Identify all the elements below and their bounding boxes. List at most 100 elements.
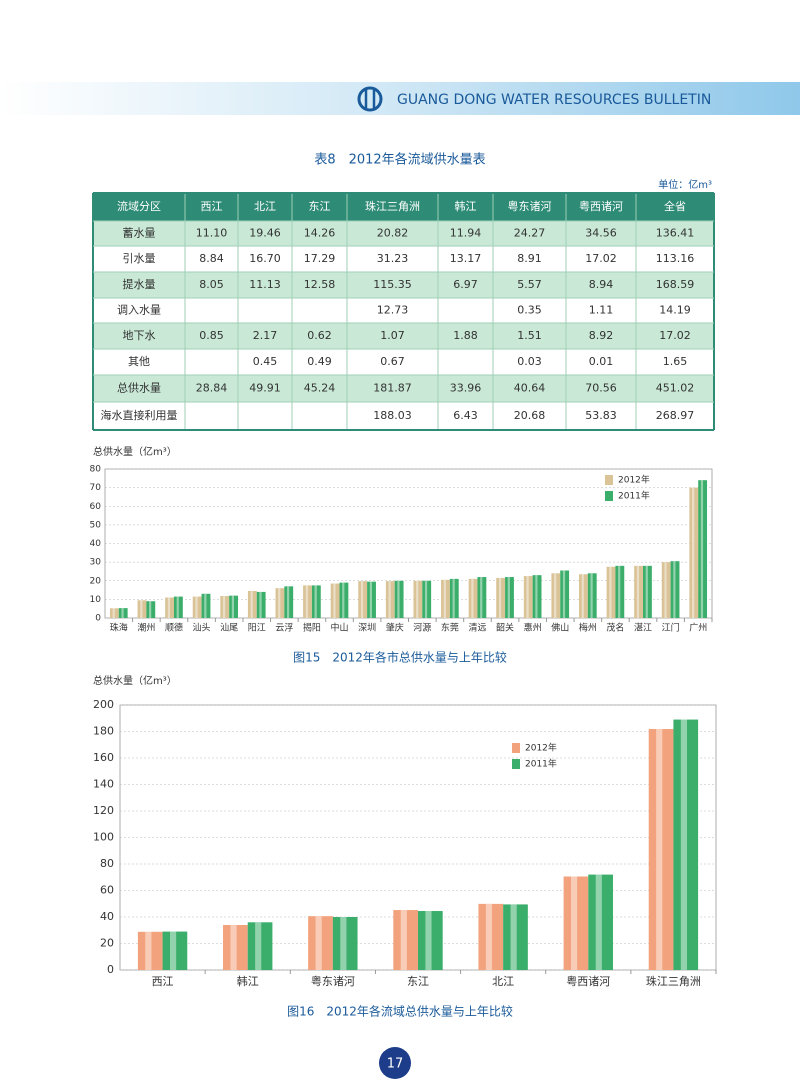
bar-highlight	[636, 565, 640, 618]
table-cell: 0.85	[199, 329, 224, 342]
bar-highlight	[314, 585, 317, 618]
table-header-cell: 粤西诸河	[579, 199, 623, 213]
table-cell: 40.64	[514, 382, 546, 395]
bar	[579, 574, 588, 618]
bar-highlight	[145, 931, 152, 970]
table-cell: 0.45	[253, 355, 278, 368]
bar-highlight	[112, 608, 115, 618]
table-header-cell: 西江	[201, 200, 223, 213]
bar-highlight	[480, 577, 483, 618]
bar	[220, 596, 230, 618]
legend-label: 2012年	[525, 742, 557, 754]
bar	[284, 586, 294, 618]
legend-swatch	[605, 491, 613, 501]
bar	[422, 580, 432, 618]
table-cell: 5.57	[517, 278, 542, 291]
table-cell: 8.84	[199, 252, 224, 265]
table-cell: 17.02	[659, 329, 691, 342]
table-row-band	[93, 272, 714, 298]
y-tick-label: 40	[90, 539, 102, 549]
y-tick-label: 10	[90, 595, 102, 605]
bar	[551, 573, 561, 618]
bar-highlight	[340, 917, 347, 970]
table-header-cell: 全省	[664, 199, 686, 213]
x-tick-label: 阳江	[248, 623, 266, 634]
x-tick-label: 北江	[492, 975, 514, 988]
bar	[367, 581, 376, 618]
page-number: 17	[387, 1057, 404, 1072]
bar-highlight	[278, 588, 281, 618]
table-row-label: 提水量	[123, 278, 156, 291]
table-cell: 2.17	[253, 329, 278, 342]
bar	[118, 608, 128, 618]
bar	[503, 904, 528, 970]
table-cell: 70.56	[585, 382, 617, 395]
bar-highlight	[315, 916, 322, 970]
bar-highlight	[397, 580, 400, 618]
x-tick-label: 广州	[689, 622, 707, 634]
bar-highlight	[204, 593, 207, 618]
legend-swatch	[512, 759, 520, 769]
bar-highlight	[250, 590, 253, 618]
table-cell: 168.59	[656, 278, 695, 291]
bar	[413, 580, 423, 618]
bar	[441, 579, 450, 618]
bar-highlight	[595, 874, 602, 970]
bar-highlight	[673, 561, 676, 618]
x-tick-label: 粤西诸河	[566, 974, 610, 988]
x-tick-label: 珠海	[110, 622, 128, 634]
bar	[256, 591, 266, 618]
x-tick-label: 粤东诸河	[311, 974, 355, 988]
x-tick-label: 惠州	[524, 622, 542, 634]
table-cell: 20.82	[377, 227, 409, 240]
bar	[615, 565, 625, 618]
bar-highlight	[498, 577, 502, 618]
x-tick-label: 顺德	[165, 622, 183, 634]
bar-highlight	[416, 580, 419, 618]
bar-highlight	[424, 580, 428, 618]
y-tick-label: 80	[90, 465, 102, 475]
table-cell: 6.97	[453, 278, 478, 291]
y-tick-label: 20	[100, 937, 114, 950]
table-cell: 8.91	[517, 252, 542, 265]
charts: 总供水量（亿m³） 0 10 20 30 40 50 60 70 80 珠海 潮州 顺德 汕头 汕尾 阳江 云浮…	[90, 445, 717, 1019]
y-tick-label: 0	[107, 963, 114, 976]
bar-highlight	[369, 581, 372, 618]
bar	[670, 561, 680, 618]
table-cell: 1.51	[517, 329, 542, 342]
x-tick-label: 中山	[331, 622, 349, 634]
x-tick-label: 清远	[468, 622, 486, 634]
bar	[478, 903, 504, 970]
bar	[165, 597, 174, 618]
table-cell: 0.35	[517, 304, 542, 317]
bar	[496, 577, 506, 618]
bar-highlight	[333, 583, 336, 618]
table-header-cell: 北江	[254, 200, 276, 213]
table-row-label: 蓄水量	[123, 227, 156, 240]
table-cell: 8.94	[589, 278, 614, 291]
y-tick-label: 60	[90, 502, 102, 512]
logo	[357, 86, 383, 112]
bar-highlight	[167, 597, 171, 618]
y-tick-label: 120	[93, 804, 114, 817]
bar-highlight	[231, 595, 235, 618]
bar	[449, 578, 459, 618]
bar	[588, 874, 613, 970]
table-cell: 12.58	[304, 278, 336, 291]
bar-highlight	[618, 565, 621, 618]
table-row-label: 调入水量	[117, 304, 161, 317]
bar-highlight	[590, 573, 593, 618]
bar	[661, 562, 671, 618]
table-cell: 17.02	[585, 252, 617, 265]
table-cell: 20.68	[514, 409, 546, 422]
legend-swatch	[605, 475, 613, 485]
table-cell: 451.02	[656, 382, 695, 395]
table-cell: 12.73	[377, 304, 409, 317]
table-cell: 33.96	[450, 382, 482, 395]
table-cell: 28.84	[196, 382, 228, 395]
table-cell: 31.23	[377, 252, 409, 265]
table-title: 表8 2012年各流域供水量表	[314, 152, 485, 168]
y-tick-label: 160	[93, 751, 114, 764]
bar-highlight	[140, 600, 143, 618]
